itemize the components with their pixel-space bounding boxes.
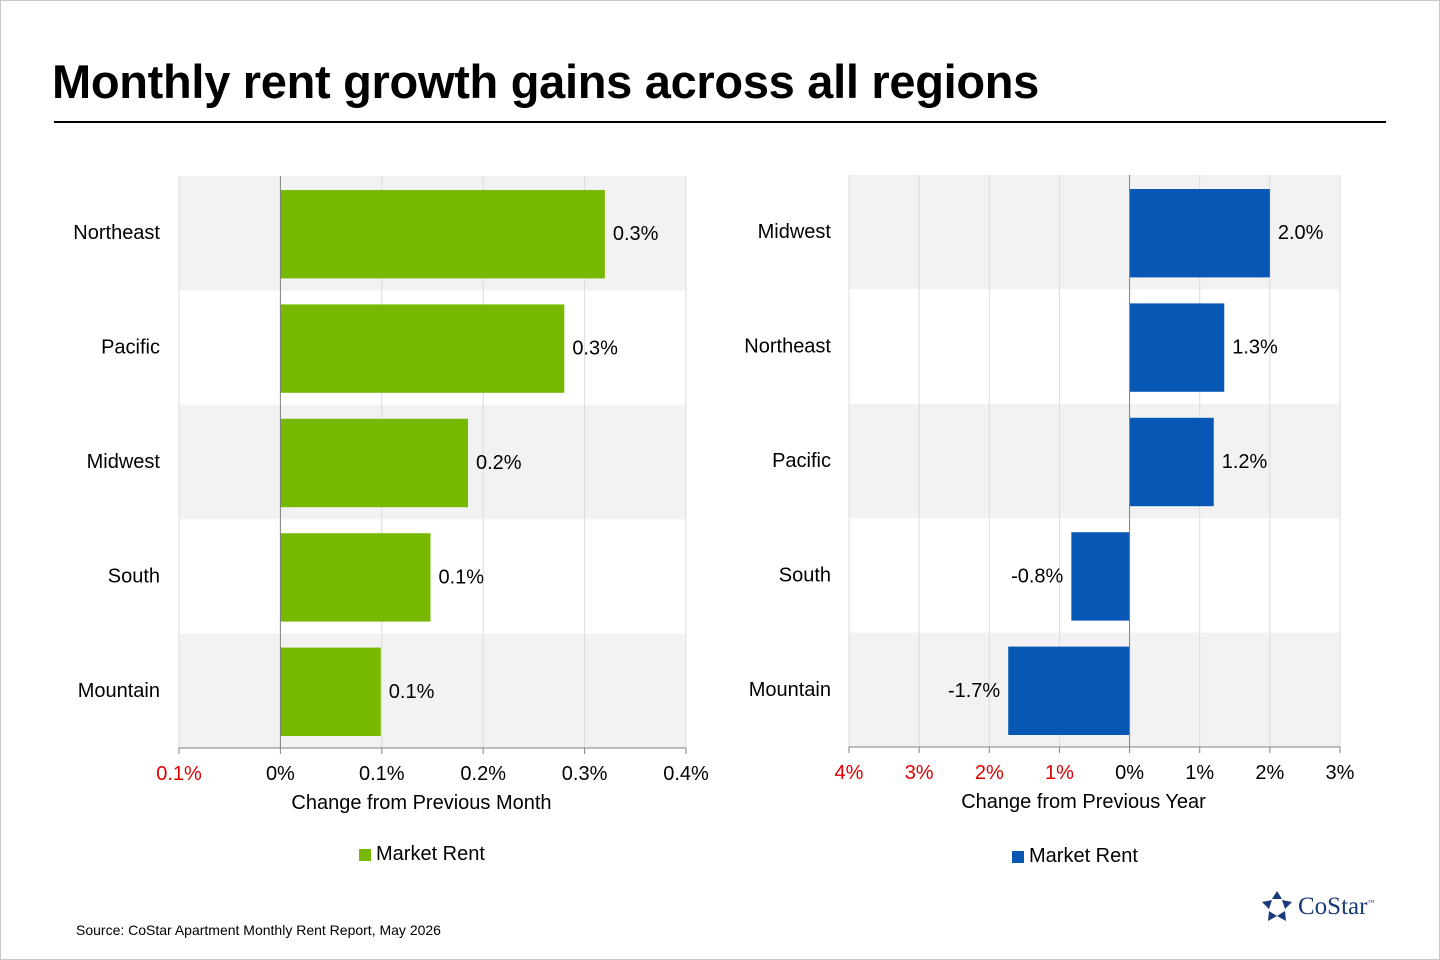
legend-label-monthly: Market Rent [376,843,485,865]
costar-wordmark-text: CoStar [1298,893,1368,920]
yearly-x-tick-label: 0% [1115,762,1144,784]
monthly-bar-northeast [280,190,605,279]
monthly-data-label-northeast: 0.3% [613,223,659,245]
source-note: Source: CoStar Apartment Monthly Rent Re… [76,922,441,938]
monthly-category-label: Northeast [73,222,160,244]
monthly-data-label-midwest: 0.2% [476,452,522,474]
monthly-category-label: Midwest [87,451,161,473]
yearly-category-label: South [779,564,831,586]
costar-wordmark: CoStar™ [1298,893,1374,921]
monthly-x-tick-label: 0.1% [359,763,405,785]
monthly-x-tick-label: 0% [266,763,295,785]
yearly-bar-south [1071,532,1130,621]
yearly-bar-midwest [1129,189,1270,278]
yearly-bar-mountain [1008,646,1130,735]
yearly-data-label-pacific: 1.2% [1222,451,1268,473]
monthly-bar-south [280,533,431,622]
yearly-category-label: Pacific [772,450,831,472]
yearly-category-label: Midwest [758,221,832,243]
yearly-data-label-mountain: -1.7% [948,680,1000,702]
costar-logo: CoStar™ [1260,890,1374,924]
legend-monthly: Market Rent [359,843,485,866]
monthly-category-label: South [108,565,160,587]
monthly-category-label: Pacific [101,337,160,359]
monthly-bar-pacific [280,304,565,393]
yearly-x-tick-label: 1% [1185,762,1214,784]
legend-yearly: Market Rent [1012,845,1138,868]
legend-swatch-monthly [359,848,371,861]
monthly-x-tick-label: 0.2% [460,763,506,785]
yearly-x-tick-label: 4% [835,762,864,784]
page-title: Monthly rent growth gains across all reg… [52,55,1040,108]
yearly-data-label-northeast: 1.3% [1232,337,1278,359]
yearly-bar-pacific [1129,417,1214,507]
monthly-bar-mountain [280,647,381,736]
monthly-data-label-pacific: 0.3% [572,338,618,360]
legend-label-yearly: Market Rent [1029,845,1138,867]
monthly-bar-midwest [280,418,468,508]
monthly-x-axis-title: Change from Previous Month [291,792,551,814]
yearly-category-label: Northeast [744,336,831,358]
monthly-data-label-mountain: 0.1% [389,681,435,703]
yearly-bar-northeast [1129,303,1225,392]
yearly-x-axis-title: Change from Previous Year [961,791,1206,813]
legend-swatch-yearly [1012,850,1024,863]
monthly-x-tick-label: 0.4% [663,763,709,785]
yearly-category-label: Mountain [749,679,831,701]
monthly-row-band [179,633,686,748]
yearly-data-label-midwest: 2.0% [1278,222,1324,244]
costar-trademark: ™ [1367,898,1375,907]
monthly-x-tick-label: 0.3% [562,763,608,785]
monthly-category-label: Mountain [78,680,160,702]
costar-star-icon [1262,891,1292,921]
yearly-x-tick-label: 2% [975,762,1004,784]
monthly-x-tick-label: 0.1% [156,763,202,785]
yearly-row-band [849,403,1340,519]
yearly-x-tick-label: 2% [1255,762,1284,784]
yearly-x-tick-label: 1% [1045,762,1074,784]
yearly-x-tick-label: 3% [1326,762,1355,784]
yearly-x-tick-label: 3% [905,762,934,784]
title-divider [54,121,1386,123]
yearly-data-label-south: -0.8% [1011,565,1063,587]
monthly-data-label-south: 0.1% [438,566,484,588]
